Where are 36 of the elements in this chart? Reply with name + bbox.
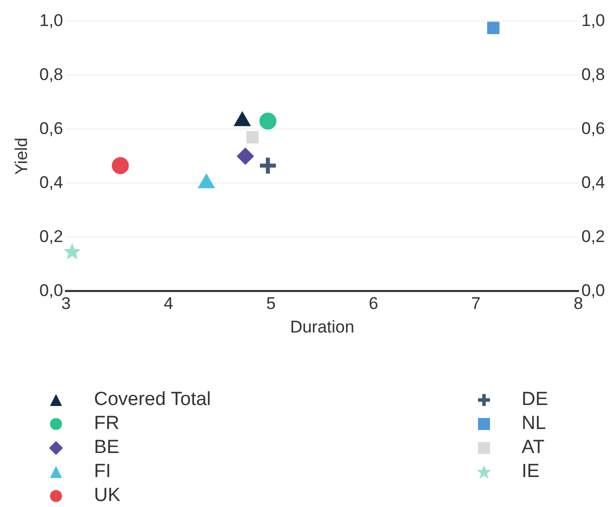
x-tick-label: 7: [471, 294, 481, 314]
x-tick-label: 8: [574, 294, 584, 314]
y-tick-label: 0,6: [39, 118, 64, 138]
point: [246, 131, 259, 144]
y-tick-label: 0,0: [39, 280, 64, 300]
legend-label: UK: [94, 485, 120, 507]
legend-label: FI: [94, 461, 111, 483]
legend-label: NL: [522, 413, 546, 435]
point: [259, 112, 276, 130]
point: [64, 243, 81, 260]
x-tick-label: 6: [368, 294, 378, 314]
y2-tick-label: 0,0: [581, 280, 606, 300]
legend-label: IE: [522, 461, 540, 483]
y2-tick-label: 0,2: [581, 226, 606, 246]
x-axis-title: Duration: [290, 317, 354, 336]
y2-tick-label: 0,4: [581, 172, 606, 192]
y-tick-label: 0,8: [39, 64, 64, 84]
x-tick-label: 4: [164, 294, 174, 314]
y2-tick-label: 1,0: [581, 10, 606, 30]
point: [236, 148, 254, 165]
legend-label: BE: [94, 437, 120, 459]
point: [487, 22, 500, 34]
x-tick-label: 3: [61, 294, 71, 314]
point: [258, 156, 278, 176]
y-axis-title: Yield: [12, 138, 31, 175]
point: [112, 157, 129, 174]
y-tick-label: 0,2: [39, 226, 64, 246]
legend-label: FR: [94, 413, 120, 435]
x-tick-label: 5: [266, 294, 276, 314]
y-tick-label: 0,4: [39, 172, 64, 192]
legend-label: AT: [522, 437, 544, 459]
y-tick-label: 1,0: [39, 10, 64, 30]
y2-tick-label: 0,8: [581, 64, 606, 84]
y2-tick-label: 0,6: [581, 118, 606, 138]
legend-label: Covered Total: [94, 389, 211, 411]
legend-label: DE: [522, 389, 548, 411]
